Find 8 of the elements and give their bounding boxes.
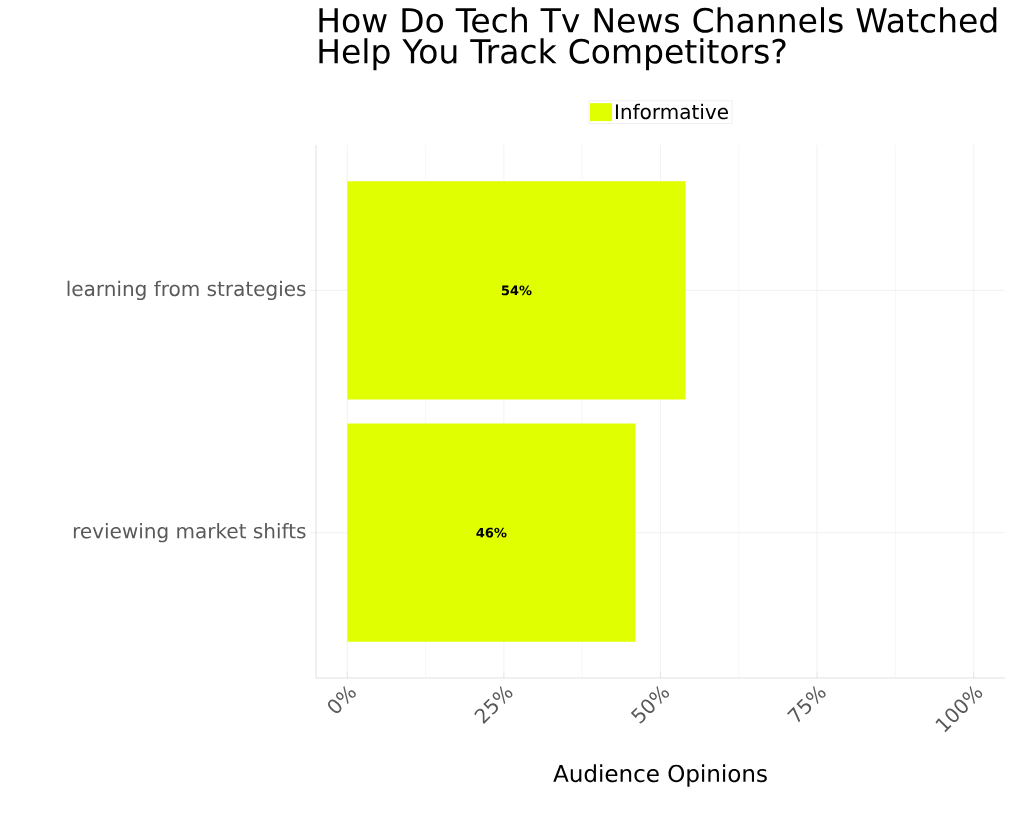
y-tick-label: learning from strategies [67,280,306,301]
y-tick-label: reviewing market shifts [73,522,306,543]
data-label: 54% [501,285,532,296]
legend-label: Informative [615,103,728,120]
data-label: 46% [476,527,507,538]
x-axis-title: Audience Opinions [553,764,767,787]
x-tick-label: 0% [328,685,356,714]
chart-title: How Do Tech Tv News Channels Watched Help You Track Competitors? [319,7,997,71]
